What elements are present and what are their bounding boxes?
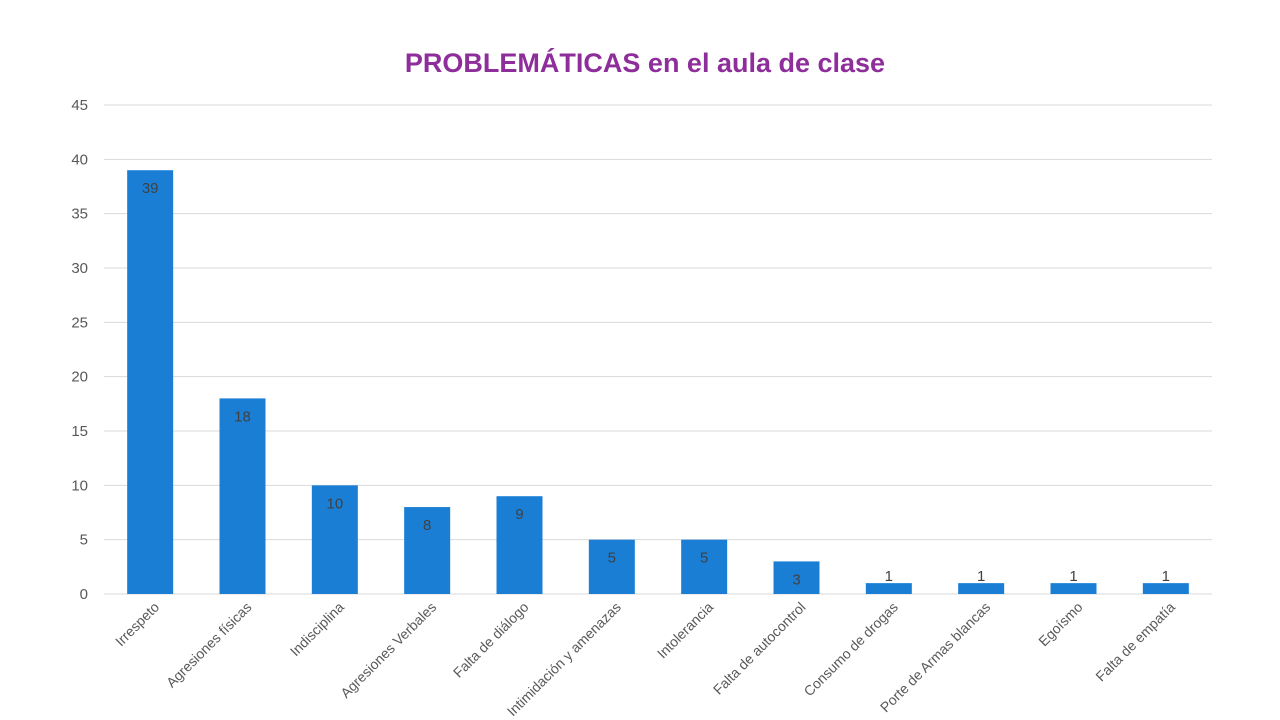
bar xyxy=(681,539,728,594)
bar xyxy=(1050,583,1097,594)
y-tick-label: 20 xyxy=(71,369,88,386)
data-label: 1 xyxy=(885,568,893,585)
x-category-label: Agresiones físicas xyxy=(163,599,255,691)
x-category-label: Falta de diálogo xyxy=(450,599,532,681)
y-tick-label: 45 xyxy=(71,97,88,114)
data-label: 1 xyxy=(1162,568,1170,585)
x-category-label: Irrespeto xyxy=(112,599,163,650)
bar xyxy=(1142,583,1189,594)
y-tick-label: 0 xyxy=(80,586,88,603)
x-category-label: Falta de empatía xyxy=(1092,599,1178,685)
y-tick-label: 40 xyxy=(71,151,88,168)
y-tick-label: 10 xyxy=(71,477,88,494)
bar xyxy=(311,485,358,594)
data-label: 5 xyxy=(608,550,616,567)
bar xyxy=(127,170,174,594)
chart-title: PROBLEMÁTICAS en el aula de clase xyxy=(404,48,886,78)
data-label: 10 xyxy=(326,495,343,512)
y-tick-label: 5 xyxy=(80,532,88,549)
x-category-label: Egoísmo xyxy=(1035,599,1086,650)
data-label: 3 xyxy=(792,571,800,588)
data-label: 39 xyxy=(142,180,159,197)
bar xyxy=(496,496,543,594)
y-tick-label: 15 xyxy=(71,423,88,440)
y-tick-label: 30 xyxy=(71,260,88,277)
y-axis-ticks: 0 5 10 15 20 25 30 35 40 45 xyxy=(71,97,88,603)
data-label: 1 xyxy=(977,568,985,585)
data-label: 8 xyxy=(423,517,431,534)
x-category-label: Falta de autocontrol xyxy=(710,599,809,698)
bar xyxy=(865,583,912,594)
bar xyxy=(219,398,266,594)
bar xyxy=(773,561,820,594)
y-tick-label: 35 xyxy=(71,206,88,223)
bar xyxy=(588,539,635,594)
x-category-label: Agresiones Verbales xyxy=(337,599,439,701)
bars xyxy=(127,170,1189,594)
data-label: 1 xyxy=(1069,568,1077,585)
data-label: 9 xyxy=(515,506,523,523)
data-label: 5 xyxy=(700,550,708,567)
x-category-label: Consumo de drogas xyxy=(800,599,900,699)
bar xyxy=(958,583,1005,594)
gridlines xyxy=(104,104,1212,595)
data-labels: 39 18 10 8 9 5 5 3 1 1 1 1 xyxy=(142,180,1170,588)
x-category-label: Intolerancia xyxy=(654,599,717,662)
x-category-label: Indisciplina xyxy=(287,599,347,659)
data-label: 18 xyxy=(234,408,251,425)
x-axis-labels: Irrespeto Agresiones físicas IndisciplinaA… xyxy=(112,599,1178,719)
bar xyxy=(404,507,451,594)
y-tick-label: 25 xyxy=(71,314,88,331)
